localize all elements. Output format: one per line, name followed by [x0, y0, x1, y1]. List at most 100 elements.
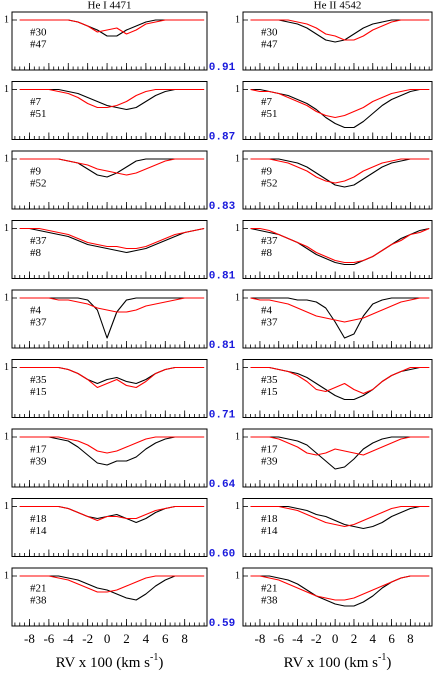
series-label: #7 [261, 96, 273, 108]
series-label: #21 [30, 583, 47, 595]
series-label: #47 [261, 39, 278, 51]
profile-line [250, 436, 430, 470]
profile-line [19, 575, 205, 601]
series-label: #52 [30, 178, 47, 190]
profile-line [19, 227, 205, 250]
x-axis-label-text: RV x 100 (km s [284, 655, 379, 671]
x-tick-label: 0 [332, 631, 339, 646]
y-tick-label: 1 [4, 292, 9, 303]
x-tick-label: -4 [292, 631, 303, 646]
x-tick-label: -8 [24, 631, 35, 646]
panel-frame [242, 567, 433, 627]
y-tick-label: 1 [4, 431, 9, 442]
panel-frame [242, 220, 433, 279]
y-tick-label: 1 [235, 570, 240, 581]
correlation-label: 0.83 [209, 201, 236, 213]
x-tick-label: 6 [388, 631, 395, 646]
panel-frame [242, 428, 433, 488]
panel-frame [242, 81, 433, 140]
profile-line [250, 88, 430, 119]
x-tick-label: 2 [351, 631, 358, 646]
panel-frame [242, 11, 433, 71]
panel-frame [11, 81, 208, 140]
panel-frame [11, 220, 208, 279]
series-label: #39 [261, 456, 278, 468]
series-label: #4 [261, 305, 273, 317]
series-label: #51 [261, 108, 278, 120]
profile-line [19, 366, 205, 389]
series-label: #39 [30, 456, 47, 468]
series-label: #37 [30, 317, 47, 329]
x-axis-label: RV x 100 (km s-1) [56, 652, 164, 671]
y-tick-label: 1 [4, 14, 9, 25]
profile-line [250, 436, 430, 456]
profile-line [19, 297, 205, 313]
series-label: #8 [30, 247, 42, 259]
correlation-label: 0.91 [209, 62, 236, 74]
y-tick-label: 1 [235, 14, 240, 25]
correlation-label: 0.81 [209, 270, 236, 282]
y-tick-label: 1 [235, 153, 240, 164]
y-tick-label: 1 [4, 223, 9, 234]
profile-line [19, 436, 205, 454]
x-tick-label: -4 [63, 631, 74, 646]
y-tick-label: 1 [235, 501, 240, 512]
profile-line [19, 575, 205, 593]
series-label: #7 [30, 96, 42, 108]
x-axis-label-end: ) [158, 655, 163, 671]
x-tick-label: -2 [311, 631, 322, 646]
y-tick-label: 1 [4, 84, 9, 95]
series-label: #15 [30, 386, 47, 398]
x-tick-label: 8 [407, 631, 414, 646]
series-label: #15 [261, 386, 278, 398]
series-label: #9 [30, 166, 42, 178]
panel-frame [11, 359, 208, 418]
profile-line [250, 505, 430, 528]
series-label: #47 [30, 39, 47, 51]
correlation-label: 0.60 [209, 548, 235, 560]
profile-line [19, 19, 205, 37]
correlation-label: 0.71 [209, 409, 236, 421]
series-label: #30 [30, 27, 47, 39]
y-tick-label: 1 [235, 84, 240, 95]
profile-line [250, 297, 430, 339]
y-tick-label: 1 [4, 153, 9, 164]
panel-frame [11, 11, 208, 71]
profile-line [19, 505, 205, 524]
profile-line [250, 575, 430, 601]
profile-line [19, 158, 205, 178]
x-axis-label: RV x 100 (km s-1) [284, 652, 392, 671]
panel-frame [242, 498, 433, 557]
y-tick-label: 1 [235, 431, 240, 442]
panel-frame [11, 150, 208, 210]
correlation-label: 0.64 [209, 479, 236, 491]
series-label: #14 [30, 525, 47, 537]
series-label: #17 [261, 444, 278, 456]
series-label: #38 [261, 595, 278, 607]
panel-frame [242, 359, 433, 418]
correlation-label: 0.59 [209, 618, 235, 630]
x-tick-label: 4 [143, 631, 150, 646]
series-label: #14 [261, 525, 278, 537]
y-tick-label: 1 [235, 223, 240, 234]
panel-frame [242, 150, 433, 210]
series-label: #37 [30, 235, 47, 247]
series-label: #37 [261, 235, 278, 247]
series-label: #37 [261, 317, 278, 329]
series-label: #18 [261, 513, 278, 525]
x-tick-label: -6 [43, 631, 54, 646]
series-label: #52 [261, 178, 278, 190]
profile-line [19, 158, 205, 176]
profile-line [250, 227, 430, 264]
profile-line [250, 19, 430, 41]
series-label: #18 [30, 513, 47, 525]
correlation-label: 0.81 [209, 340, 236, 352]
profile-line [250, 158, 430, 184]
profile-line [19, 88, 205, 109]
series-label: #38 [30, 595, 47, 607]
series-label: #17 [30, 444, 47, 456]
profile-line [19, 227, 205, 254]
correlation-label: 0.87 [209, 131, 235, 143]
x-tick-label: -2 [82, 631, 93, 646]
